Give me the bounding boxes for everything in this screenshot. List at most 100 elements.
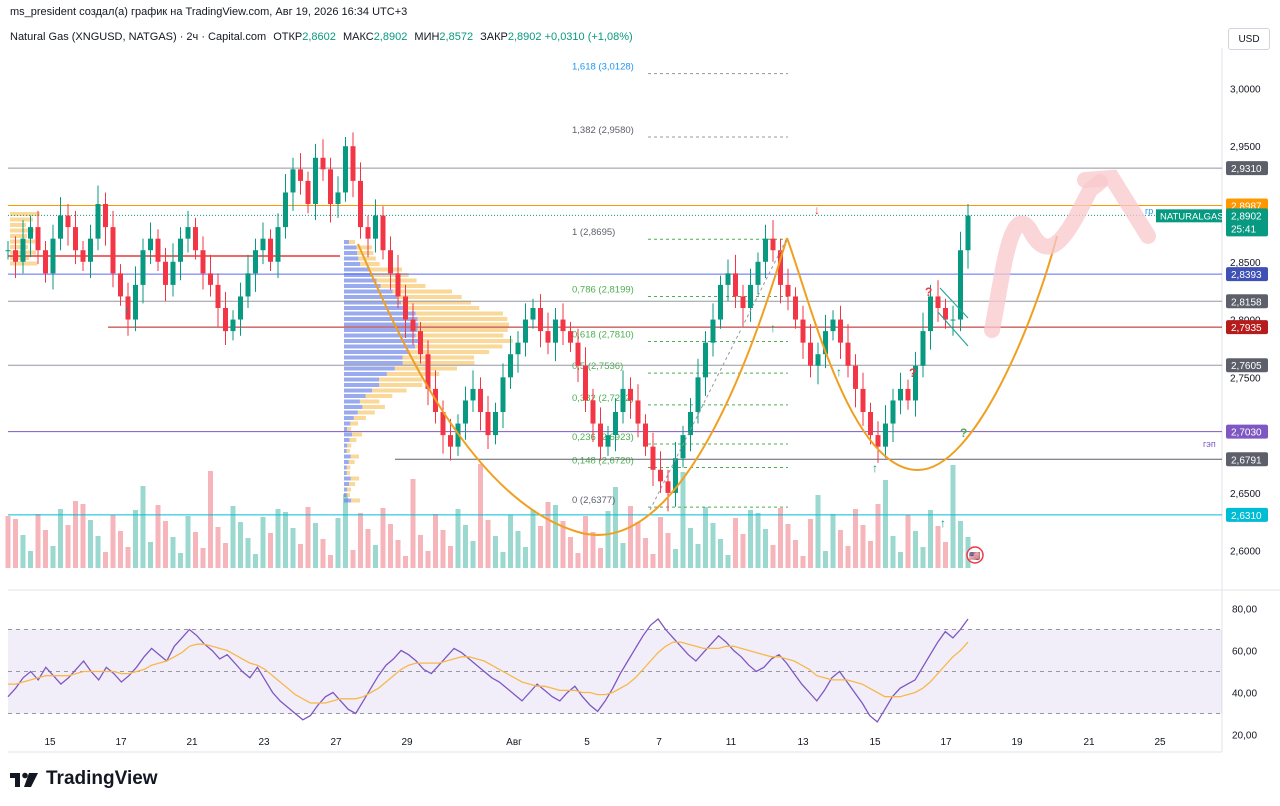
candle-body — [410, 319, 416, 332]
profile-bar-blue — [344, 410, 358, 415]
profile-bar-blue — [344, 317, 418, 321]
candle-body — [80, 250, 86, 262]
volume-bar — [725, 555, 731, 568]
profile-bar-yellow — [346, 493, 350, 497]
price-tick-label: 2,7500 — [1230, 373, 1261, 384]
fib-trend-line[interactable] — [649, 239, 787, 511]
volume-bar — [13, 519, 18, 568]
profile-bar-yellow — [358, 256, 376, 261]
time-axis[interactable]: 15 17 21 23 27 29 Авг 5 7 11 13 15 17 19 21 25 — [44, 737, 1166, 748]
candle-body — [238, 296, 243, 320]
candle-body — [65, 215, 71, 228]
rsi-tick-label: 80,00 — [1232, 605, 1257, 616]
volume-bar — [853, 509, 858, 568]
candle-body — [785, 284, 791, 297]
tradingview-logo[interactable]: TradingView — [10, 768, 158, 790]
candle-body — [523, 319, 528, 343]
fib-level-label: 1,618 (3,0128) — [572, 62, 634, 73]
profile-bar-blue — [344, 438, 350, 442]
candle-body — [583, 365, 588, 401]
us-flag-icon[interactable] — [966, 546, 984, 564]
volume-bar — [440, 530, 446, 568]
symbol-name[interactable]: Natural Gas (XNGUSD, NATGAS) · 2ч · Capi… — [10, 31, 267, 43]
candle-body — [193, 227, 198, 251]
channel-line-2[interactable] — [937, 311, 969, 347]
price-tag-label: 2,6310 — [1231, 511, 1262, 522]
volume-bar — [58, 509, 63, 568]
profile-bar-yellow — [392, 289, 453, 294]
candle-body — [88, 238, 93, 262]
chart-author-line: ms_president создал(а) график на Trading… — [10, 6, 408, 18]
volume-bar — [710, 523, 716, 568]
low-label: МИН — [414, 31, 440, 43]
candle-body — [538, 308, 543, 332]
candle-body — [950, 319, 956, 321]
time-tick-label: 25 — [1154, 737, 1166, 748]
profile-bar-blue — [344, 278, 377, 283]
volume-bar — [208, 471, 213, 568]
profile-bar-blue — [344, 493, 347, 497]
candle-body — [148, 238, 153, 251]
volume-bar — [553, 505, 558, 568]
volume-bar — [748, 510, 753, 568]
volume-bar — [358, 513, 363, 568]
price-tag — [1226, 161, 1268, 176]
volume-bar — [860, 525, 866, 568]
candle-body — [358, 180, 363, 228]
forecast-arrow[interactable] — [984, 174, 1108, 338]
volume-bar — [275, 509, 281, 568]
volume-bar — [178, 553, 183, 568]
volume-bar — [635, 522, 641, 568]
candle-body — [868, 412, 873, 436]
candle-body — [485, 412, 491, 436]
candle-body — [620, 388, 626, 412]
channel-line-1[interactable] — [939, 287, 969, 319]
candle-body — [493, 412, 498, 436]
price-tag — [1226, 424, 1268, 439]
volume-bar — [28, 551, 33, 568]
candle-body — [703, 342, 708, 378]
profile-bar-yellow — [351, 498, 361, 503]
volume-bar — [770, 545, 776, 568]
time-tick-label: 21 — [1083, 737, 1095, 748]
cup-arc-right[interactable] — [786, 235, 1058, 472]
volume-bar — [823, 551, 828, 568]
fib-level-label: 0,618 (2,7810) — [572, 330, 634, 341]
volume-bar — [755, 513, 761, 568]
candle-body — [245, 273, 251, 297]
profile-bar-yellow — [386, 372, 440, 376]
candle-body — [763, 238, 768, 262]
currency-button[interactable]: USD — [1228, 28, 1270, 50]
candle-body — [418, 331, 423, 355]
candle-body — [215, 284, 221, 308]
price-tick-label: 3,0000 — [1230, 84, 1261, 95]
profile-bar-blue — [344, 487, 348, 492]
volume-bar — [950, 465, 956, 568]
profile-bar-blue — [344, 471, 347, 475]
candle-body — [845, 342, 851, 366]
price-tag-label: 2,8393 — [1231, 270, 1262, 281]
volume-bar — [530, 510, 536, 568]
price-candles — [5, 132, 971, 512]
candle-body — [838, 319, 843, 343]
gp-label: гр — [1145, 206, 1153, 216]
candle-body — [920, 331, 926, 366]
volume-bar — [613, 487, 618, 568]
profile-bar-blue — [344, 405, 363, 409]
up-arrow-icon-5: ↑ — [940, 516, 946, 530]
volume-bar — [740, 534, 746, 568]
cup-arc-left[interactable] — [357, 237, 788, 536]
volume-bar — [680, 472, 686, 568]
symbol-header: Natural Gas (XNGUSD, NATGAS) · 2ч · Capi… — [10, 31, 633, 43]
candle-body — [155, 238, 161, 262]
candle-body — [710, 319, 716, 343]
profile-bar-blue — [344, 328, 418, 332]
symbol-tag — [1156, 209, 1222, 223]
symbol-tag-label: NATURALGAS — [1160, 211, 1224, 222]
profile-bar-blue — [344, 273, 374, 277]
volume-bar — [583, 516, 588, 568]
volume-bar — [560, 521, 566, 568]
volume-bar — [448, 546, 453, 568]
candle-body — [328, 169, 333, 204]
